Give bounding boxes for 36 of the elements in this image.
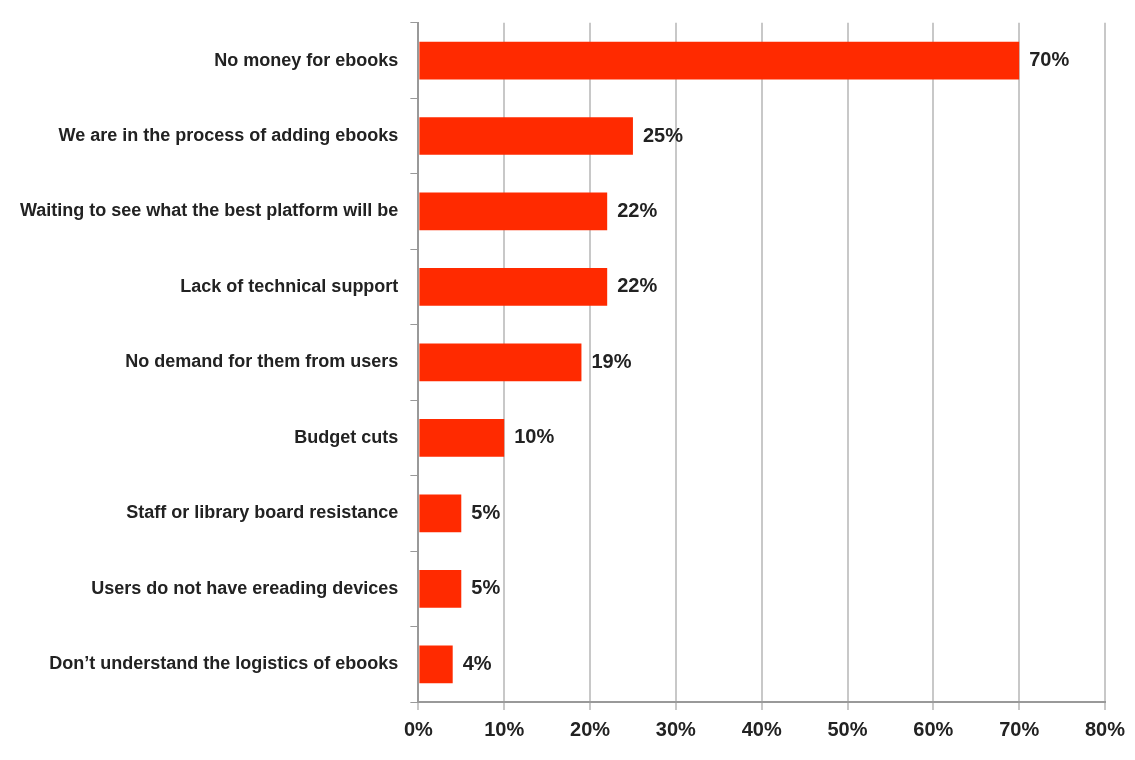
x-tick-label: 30% bbox=[655, 717, 697, 740]
bar bbox=[419, 645, 453, 684]
bar bbox=[419, 343, 582, 382]
data-label: 22% bbox=[617, 198, 658, 221]
y-tick-label: No money for ebooks bbox=[214, 49, 399, 70]
x-tick-label: 10% bbox=[484, 717, 525, 740]
y-tick-label: Don’t understand the logistics of ebooks bbox=[49, 653, 399, 674]
data-label: 5% bbox=[471, 576, 501, 599]
x-tick-label: 0% bbox=[403, 717, 434, 740]
bar bbox=[419, 41, 1020, 80]
x-tick-label: 20% bbox=[570, 717, 611, 740]
data-label: 19% bbox=[591, 349, 632, 372]
x-tick-label: 70% bbox=[999, 717, 1040, 740]
y-tick-label: Waiting to see what the best platform will be bbox=[19, 200, 399, 221]
x-tick-label: 80% bbox=[1084, 717, 1126, 740]
bar bbox=[419, 419, 505, 457]
y-tick-label: We are in the process of adding ebooks bbox=[58, 124, 399, 145]
x-tick-label: 40% bbox=[741, 717, 782, 740]
data-label: 5% bbox=[471, 500, 501, 523]
data-label: 70% bbox=[1029, 48, 1070, 71]
bar bbox=[419, 268, 608, 306]
y-tick-label: Staff or library board resistance bbox=[126, 502, 399, 523]
data-label: 22% bbox=[617, 274, 658, 297]
bar bbox=[419, 117, 633, 155]
data-label: 25% bbox=[642, 123, 684, 146]
bar bbox=[419, 192, 608, 231]
x-tick-label: 50% bbox=[827, 717, 868, 740]
data-label: 10% bbox=[514, 425, 555, 448]
bar bbox=[419, 569, 462, 608]
y-tick-label: Users do not have ereading devices bbox=[91, 577, 399, 598]
y-tick-label: Budget cuts bbox=[294, 426, 399, 447]
y-tick-label: Lack of technical support bbox=[180, 275, 399, 296]
data-label: 4% bbox=[462, 651, 492, 674]
bar bbox=[419, 494, 462, 533]
x-tick-label: 60% bbox=[913, 717, 954, 740]
y-tick-label: No demand for them from users bbox=[125, 351, 399, 372]
